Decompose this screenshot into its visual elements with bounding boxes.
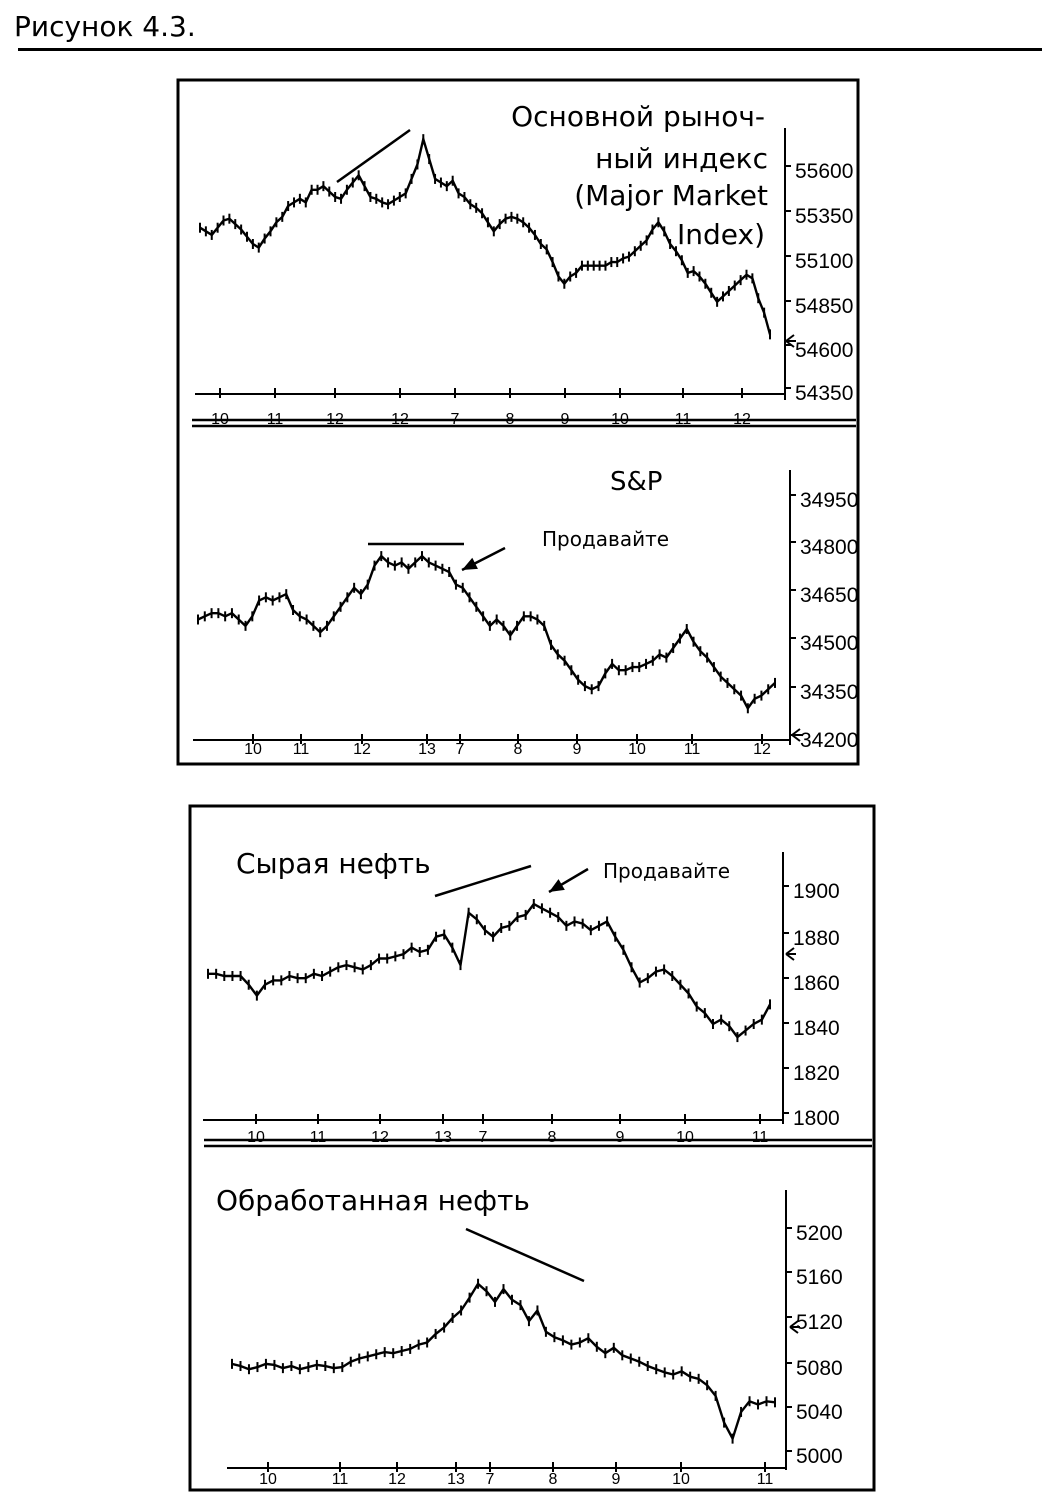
- price-series-line: [208, 902, 772, 1039]
- x-tick-label: 10: [211, 411, 229, 428]
- x-tick-label: 11: [757, 1471, 774, 1488]
- x-tick-label: 10: [259, 1471, 277, 1488]
- y-tick-label: 5160: [796, 1266, 843, 1289]
- x-tick-label: 8: [514, 741, 523, 758]
- last-price-marker-icon: [791, 728, 802, 742]
- y-tick-label: 55600: [795, 160, 853, 183]
- y-tick-label: 1900: [793, 880, 840, 903]
- y-tick-label: 54350: [795, 382, 853, 405]
- x-tick-label: 7: [479, 1129, 488, 1146]
- y-tick-label: 1820: [793, 1062, 840, 1085]
- x-tick-label: 12: [326, 411, 344, 428]
- y-tick-label: 55350: [795, 205, 853, 228]
- chart-title: Сырая нефть: [236, 847, 431, 880]
- x-tick-label: 13: [418, 741, 436, 758]
- x-tick-label: 10: [244, 741, 262, 758]
- x-tick-label: 10: [611, 411, 629, 428]
- y-tick-label: 5040: [796, 1401, 843, 1424]
- x-tick-label: 9: [616, 1129, 625, 1146]
- x-tick-label: 12: [371, 1129, 389, 1146]
- x-tick-label: 7: [486, 1471, 495, 1488]
- y-tick-label: 34800: [800, 536, 858, 559]
- x-tick-label: 8: [548, 1129, 557, 1146]
- y-tick-label: 5000: [796, 1445, 843, 1468]
- x-tick-label: 7: [451, 411, 460, 428]
- x-tick-label: 7: [456, 741, 465, 758]
- y-tick-label: 54850: [795, 295, 853, 318]
- y-tick-label: 34650: [800, 584, 858, 607]
- chart-title-line: Основной рыноч-: [511, 100, 765, 133]
- y-tick-label: 5080: [796, 1357, 843, 1380]
- y-tick-label: 34950: [800, 489, 858, 512]
- x-tick-label: 11: [752, 1129, 769, 1146]
- y-tick-label: 1880: [793, 927, 840, 950]
- x-tick-label: 12: [753, 741, 771, 758]
- x-tick-label: 11: [332, 1471, 349, 1488]
- y-tick-label: 1860: [793, 972, 840, 995]
- y-tick-label: 5200: [796, 1222, 843, 1245]
- title-rule: [18, 48, 1042, 51]
- x-tick-label: 10: [628, 741, 646, 758]
- y-tick-label: 34500: [800, 632, 858, 655]
- chart-title: S&P: [610, 467, 662, 497]
- y-tick-label: 55100: [795, 250, 853, 273]
- x-tick-label: 8: [549, 1471, 558, 1488]
- y-tick-label: 1800: [793, 1107, 840, 1130]
- figure-title: Рисунок 4.3.: [14, 10, 196, 43]
- chart-4: 5200 5160 5120 5080 5040 5000 10 11 12 13 7 8 9 10 11 О…: [216, 1184, 843, 1488]
- price-series-line: [197, 554, 776, 711]
- sell-arrow-head: [462, 557, 478, 570]
- x-tick-label: 11: [675, 411, 692, 428]
- x-tick-label: 11: [310, 1129, 327, 1146]
- chart-title-line: ный индекс: [595, 142, 768, 175]
- chart-title-line: Index): [677, 218, 765, 251]
- last-price-marker-icon: [785, 334, 796, 348]
- x-tick-label: 10: [247, 1129, 265, 1146]
- last-price-marker-icon: [785, 947, 796, 961]
- x-tick-label: 9: [612, 1471, 621, 1488]
- chart-title-line: (Major Market: [574, 179, 768, 212]
- x-tick-label: 12: [388, 1471, 406, 1488]
- x-tick-label: 11: [684, 741, 701, 758]
- price-series-line: [231, 1281, 776, 1442]
- x-tick-label: 12: [391, 411, 409, 428]
- x-tick-label: 11: [293, 741, 310, 758]
- x-tick-label: 11: [267, 411, 284, 428]
- x-tick-label: 13: [447, 1471, 465, 1488]
- x-tick-label: 10: [672, 1471, 690, 1488]
- trend-line: [336, 128, 411, 184]
- sell-annotation: Продавайте: [603, 859, 730, 883]
- y-tick-label: 34350: [800, 681, 858, 704]
- x-tick-label: 8: [506, 411, 515, 428]
- chart-3: 1900 1880 1860 1840 1820 1800 10 11 12 13 7 8 9 10 11 С…: [203, 847, 840, 1146]
- y-tick-label: 54600: [795, 339, 853, 362]
- trend-line: [434, 864, 532, 898]
- x-tick-label: 10: [676, 1129, 694, 1146]
- panel-frame-bottom: [188, 804, 876, 1492]
- sell-arrow-head: [549, 879, 565, 892]
- x-tick-label: 12: [733, 411, 751, 428]
- sell-annotation: Продавайте: [542, 527, 669, 551]
- chart-2: 34950 34800 34650 34500 34350 34200 10 11 12 13 7 8…: [193, 467, 858, 758]
- trend-line: [465, 1227, 585, 1283]
- x-tick-label: 12: [353, 741, 371, 758]
- chart-title: Обработанная нефть: [216, 1184, 530, 1217]
- last-price-marker-icon: [789, 1320, 800, 1334]
- x-tick-label: 9: [573, 741, 582, 758]
- panel-frame-top: [176, 78, 860, 766]
- x-tick-label: 13: [434, 1129, 452, 1146]
- y-tick-label: 34200: [800, 729, 858, 752]
- chart-1: 55600 55350 55100 54850 54600 54350 10 11 12 12 7 8…: [195, 100, 853, 428]
- y-tick-label: 5120: [796, 1311, 843, 1334]
- x-tick-label: 9: [561, 411, 570, 428]
- y-tick-label: 1840: [793, 1017, 840, 1040]
